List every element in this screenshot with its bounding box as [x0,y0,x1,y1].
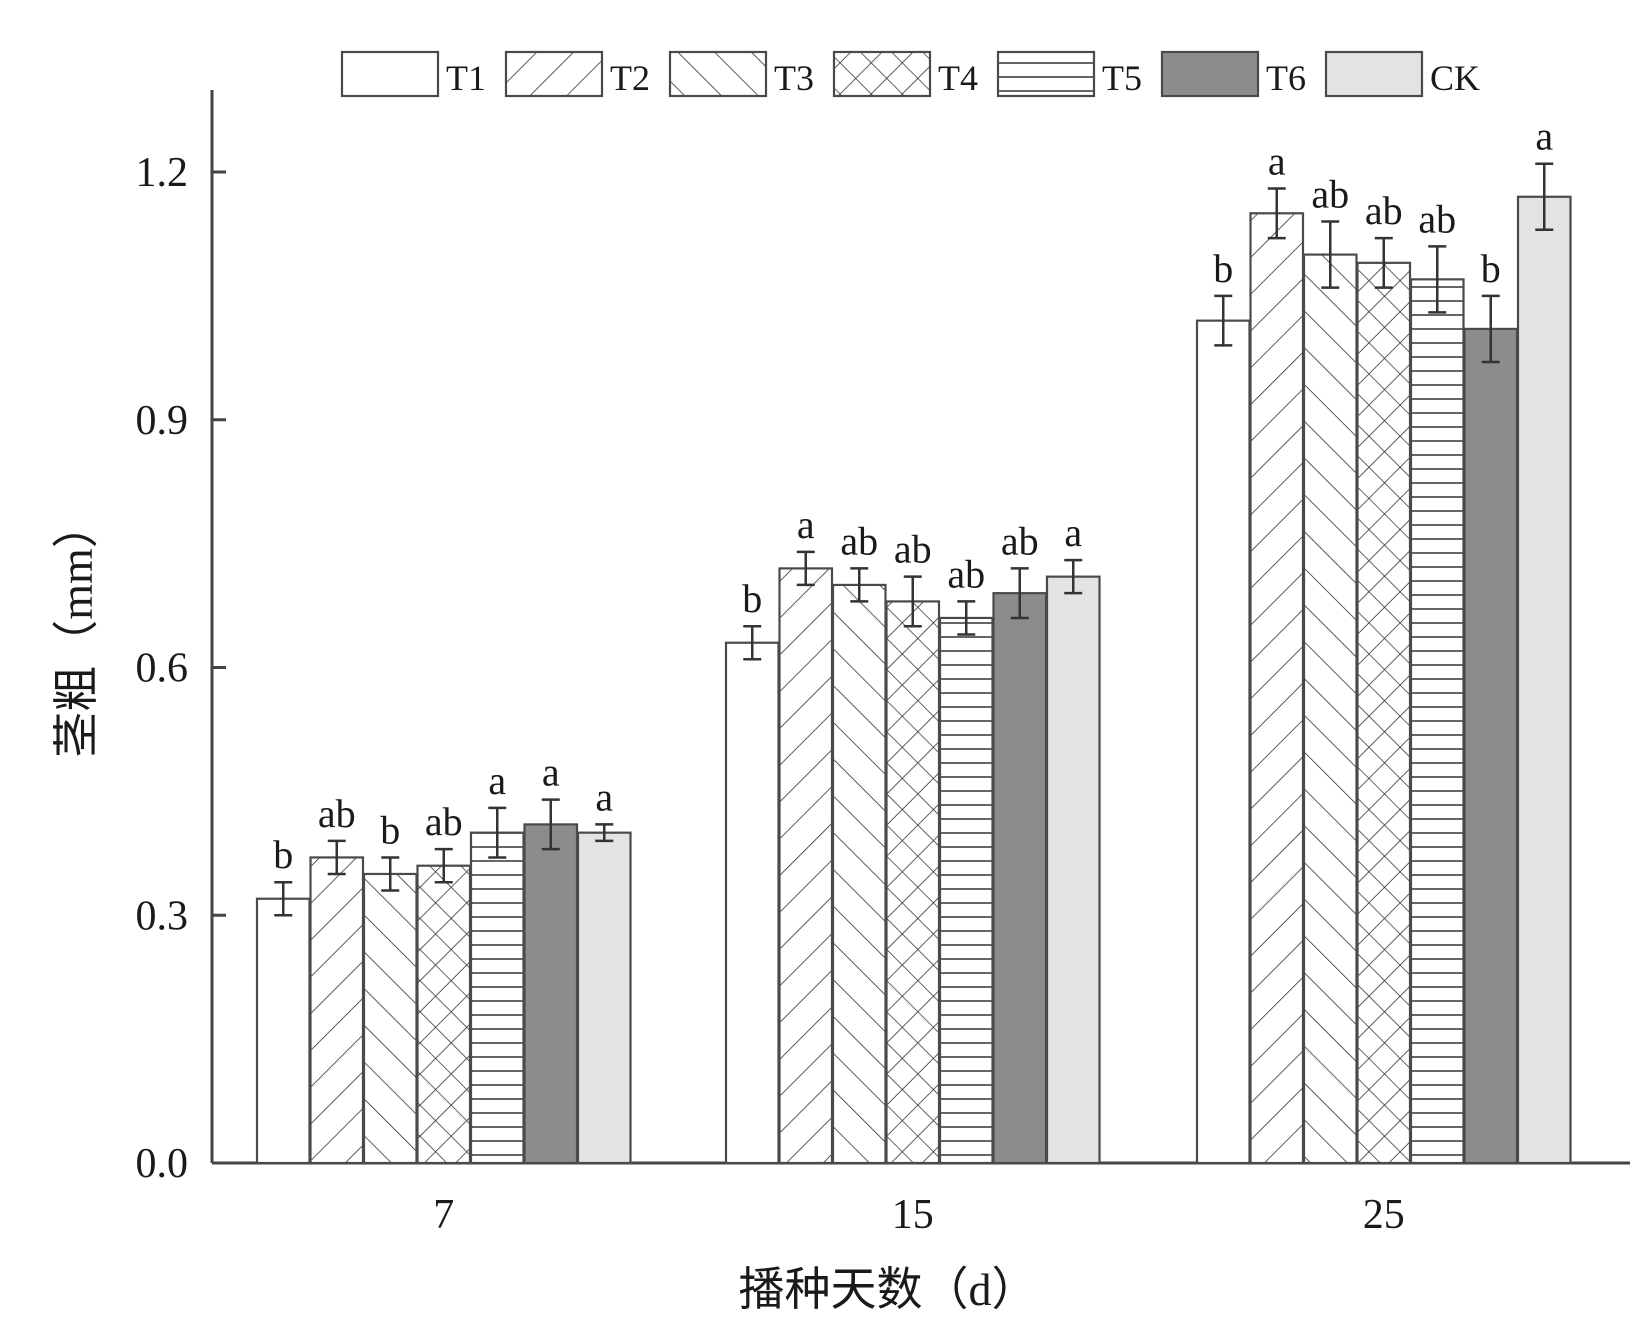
significance-label: a [542,750,560,795]
significance-label: a [1064,510,1082,555]
legend-swatch-t3 [668,50,768,98]
bar-t1-25 [1195,319,1251,1165]
legend-label-t2: T2 [610,58,650,98]
bars [255,162,1572,1165]
significance-label: ab [1001,518,1039,563]
legend-label-t3: T3 [774,58,814,98]
legend-swatch-t2 [504,50,604,98]
x-tick-label: 25 [1363,1192,1405,1238]
x-tick-label: 7 [433,1192,454,1238]
significance-label: b [273,832,293,877]
significance-label: b [742,576,762,621]
legend-label-ck: CK [1430,58,1480,98]
bar-t4-15 [885,600,941,1165]
bar-t5-7 [469,831,525,1165]
bar-t6-25 [1463,327,1519,1165]
legend-swatch-t5 [996,50,1096,98]
y-tick-label: 0.3 [136,893,189,939]
bar-t4-25 [1356,261,1412,1165]
x-axis-title: 播种天数（d） [739,1264,1038,1315]
significance-label: b [1481,246,1501,291]
bar-t2-15 [778,567,834,1165]
legend: T1 T2 T3 T4 T5 T6 CK [340,50,1480,98]
bar-ck-25 [1516,195,1572,1165]
significance-label: ab [947,551,985,596]
bar-t4-7 [416,864,472,1165]
x-tick-label: 15 [892,1192,934,1238]
y-tick-label: 0.0 [136,1141,189,1187]
legend-swatch-ck [1324,50,1424,98]
legend-swatch-t6 [1160,50,1260,98]
significance-label: a [1268,139,1286,184]
legend-swatch-t4 [832,50,932,98]
y-axis-title: 茎粗（mm） [51,502,102,758]
significance-label: ab [425,799,463,844]
bar-t1-7 [255,897,311,1165]
significance-label: a [1535,114,1553,159]
significance-label: b [1213,246,1233,291]
bar-t6-7 [523,823,579,1165]
significance-label: ab [1311,172,1349,217]
significance-label: ab [1418,196,1456,241]
bar-t3-7 [362,872,418,1165]
bar-t3-25 [1302,253,1358,1165]
legend-label-t5: T5 [1102,58,1142,98]
legend-label-t4: T4 [938,58,978,98]
bar-t5-25 [1409,278,1465,1165]
axes: 0.0 0.3 0.6 0.9 1.2 茎粗（mm） 播种天数（d） 7 15 25 [51,90,1630,1315]
legend-label-t1: T1 [446,58,486,98]
bar-t1-15 [724,641,780,1165]
bar-t6-15 [992,592,1048,1165]
bar-t2-25 [1249,212,1305,1165]
bar-t5-15 [938,616,994,1165]
significance-label: a [797,502,815,547]
significance-label: ab [1365,188,1403,233]
significance-label: ab [894,527,932,572]
bar-t2-7 [309,856,365,1165]
significance-label: ab [840,518,878,563]
bar-ck-15 [1045,575,1101,1165]
significance-label: a [488,758,506,803]
significance-label: b [380,807,400,852]
y-tick-label: 0.9 [136,398,189,444]
significance-label: a [595,774,613,819]
y-tick-label: 0.6 [136,646,189,692]
y-tick-label: 1.2 [136,150,189,196]
significance-label: ab [318,791,356,836]
bar-t3-15 [831,583,887,1165]
bar-ck-7 [576,831,632,1165]
legend-label-t6: T6 [1266,58,1306,98]
legend-swatch-t1 [340,50,440,98]
